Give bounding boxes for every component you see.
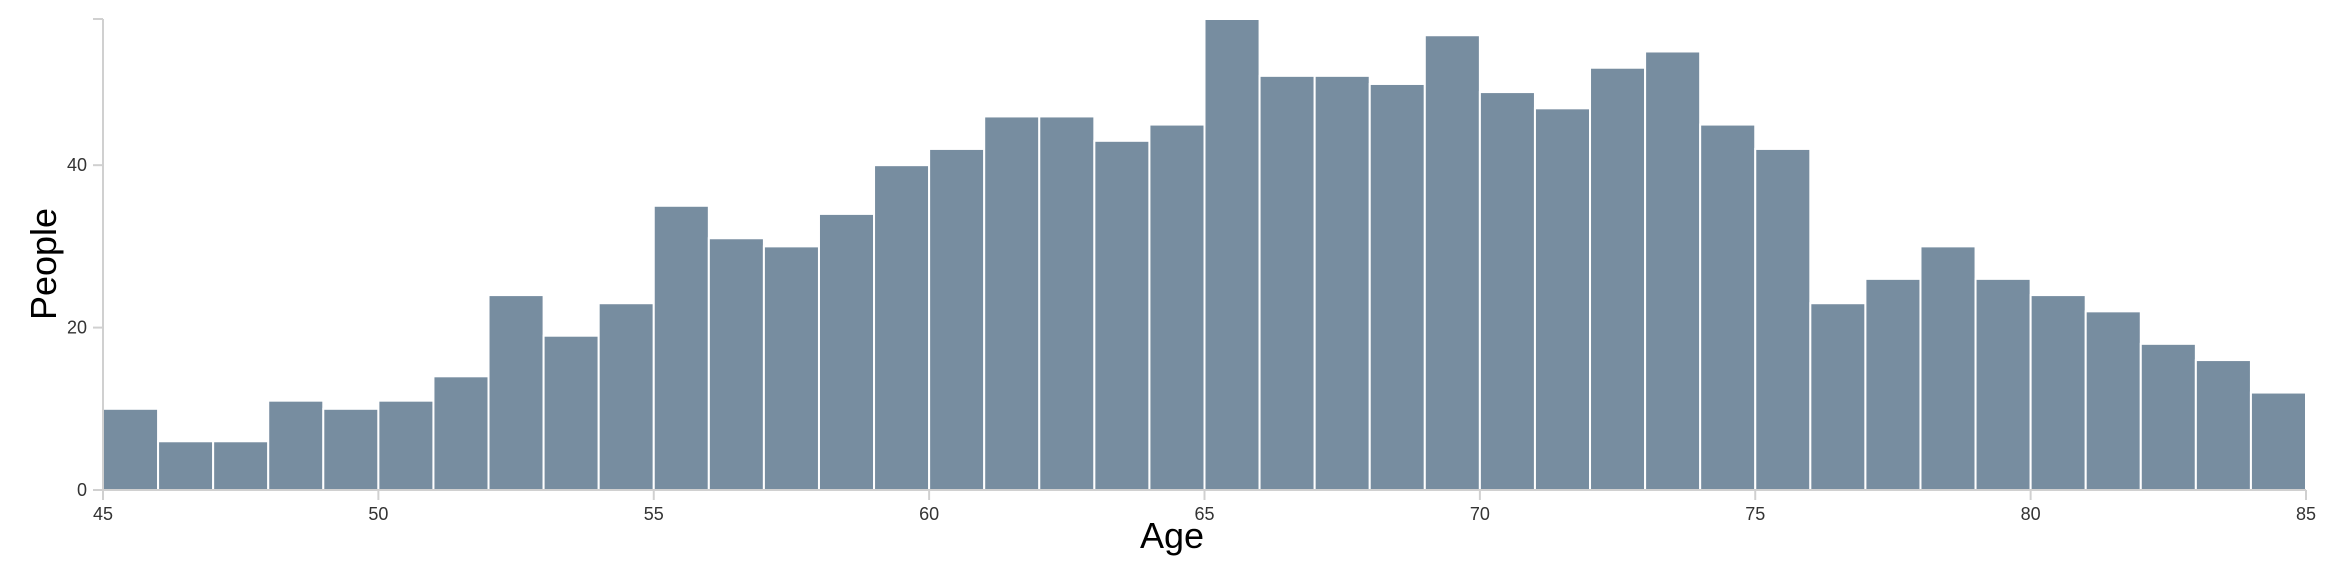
x-axis-title: Age xyxy=(1140,515,1204,556)
histogram-bar-75 xyxy=(1754,147,1812,491)
histogram-bar-63 xyxy=(1093,139,1151,492)
x-tick-label-70: 70 xyxy=(1470,504,1490,524)
histogram-bar-51 xyxy=(432,375,490,491)
histogram-bar-64 xyxy=(1148,123,1206,491)
histogram-bar-59 xyxy=(873,164,931,491)
x-tick-label-65: 65 xyxy=(1194,504,1214,524)
histogram-bar-71 xyxy=(1533,107,1592,492)
y-axis-title: People xyxy=(23,208,64,320)
histogram-bar-56 xyxy=(707,237,765,491)
histogram-bar-69 xyxy=(1423,34,1481,491)
histogram-bar-60 xyxy=(928,147,986,491)
histogram-bar-46 xyxy=(157,440,215,491)
x-tick-label-60: 60 xyxy=(919,504,939,524)
y-axis: 0 20 40 xyxy=(67,18,104,500)
y-tick-label-40: 40 xyxy=(67,155,87,175)
x-tick-label-85: 85 xyxy=(2296,504,2316,524)
histogram-bar-67 xyxy=(1313,74,1371,492)
histogram-bar-77 xyxy=(1864,277,1922,491)
histogram-bar-78 xyxy=(1919,245,1977,491)
histogram-bar-61 xyxy=(983,115,1041,491)
histogram-bar-55 xyxy=(652,204,710,492)
histogram-bar-58 xyxy=(817,212,876,491)
x-tick-label-45: 45 xyxy=(93,504,113,524)
histogram-bar-53 xyxy=(542,334,600,492)
histogram-bar-72 xyxy=(1589,66,1647,491)
x-tick-label-50: 50 xyxy=(368,504,388,524)
histogram-bar-48 xyxy=(267,399,325,492)
histogram-bar-73 xyxy=(1644,50,1702,491)
histogram-bar-83 xyxy=(2194,359,2252,491)
histogram-bar-84 xyxy=(2249,391,2308,491)
x-axis: 45 50 55 60 65 70 75 80 85 xyxy=(93,489,2316,524)
x-tick-label-75: 75 xyxy=(1745,504,1765,524)
histogram-bar-65 xyxy=(1203,18,1261,491)
histogram-bar-66 xyxy=(1258,74,1316,492)
histogram-bar-47 xyxy=(212,440,270,491)
histogram-bar-79 xyxy=(1974,277,2032,491)
histogram-bar-81 xyxy=(2084,310,2142,491)
y-tick-label-0: 0 xyxy=(77,480,87,500)
histogram-bar-62 xyxy=(1038,115,1096,491)
histogram-bar-54 xyxy=(597,302,655,492)
histogram-bar-68 xyxy=(1368,82,1426,491)
histogram-bar-76 xyxy=(1809,302,1867,492)
histogram-bar-49 xyxy=(322,407,380,491)
histogram-bar-74 xyxy=(1699,123,1757,491)
histogram-bar-50 xyxy=(377,399,435,492)
histogram-bar-82 xyxy=(2139,342,2197,491)
x-tick-label-55: 55 xyxy=(644,504,664,524)
y-tick-label-20: 20 xyxy=(67,318,87,338)
histogram-bar-52 xyxy=(487,294,545,491)
histogram-bar-57 xyxy=(762,245,820,491)
x-tick-label-80: 80 xyxy=(2021,504,2041,524)
histogram-bar-80 xyxy=(2029,294,2087,491)
histogram-bar-45 xyxy=(102,407,160,491)
histogram-bar-70 xyxy=(1478,91,1536,491)
bars-group xyxy=(102,18,2308,492)
